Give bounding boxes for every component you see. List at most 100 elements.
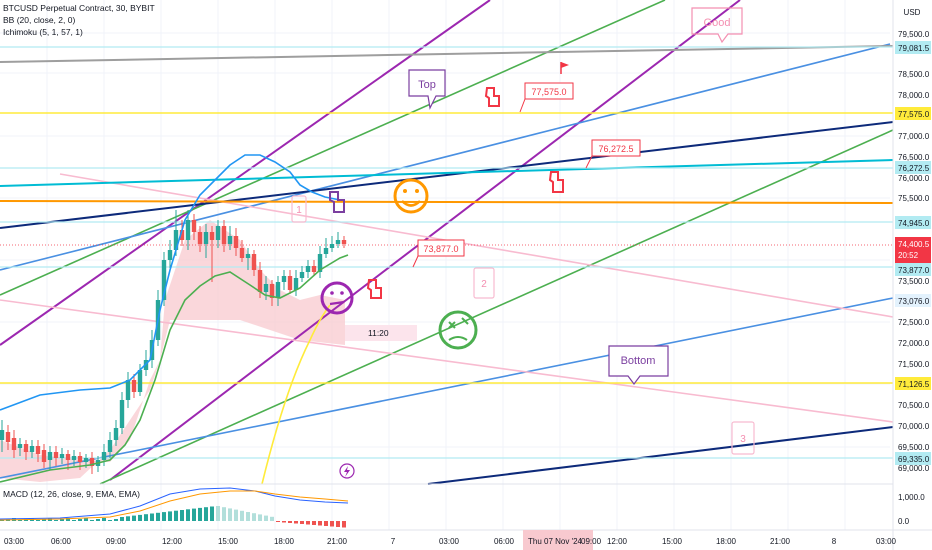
candle [17, 438, 23, 456]
price-note-73877[interactable]: 73,877.0 [412, 239, 465, 268]
price-axis[interactable]: USD 79,500.0 78,500.0 78,000.0 77,000.0 76,5… [892, 0, 932, 550]
macd-bar [276, 521, 280, 522]
price-tick: 70,000.0 [898, 422, 930, 431]
number-note-3[interactable]: 3 [731, 421, 755, 455]
macd-bar [228, 508, 232, 521]
lightning-icon[interactable] [339, 463, 355, 479]
navy-line-lower [427, 426, 894, 485]
macd-bar [300, 521, 304, 524]
macd-bar [0, 520, 4, 521]
macd-legend[interactable]: MACD (12, 26, close, 9, EMA, EMA) [3, 489, 140, 499]
purple-channel-upper [0, 0, 491, 346]
callout-good[interactable]: Good [691, 7, 743, 44]
number-note-1[interactable]: 1 [291, 195, 307, 223]
candle [47, 446, 53, 470]
candle [71, 450, 77, 466]
candle [203, 224, 209, 258]
pointing-hand-icon[interactable] [484, 87, 500, 107]
level-77575: 77,575.0 [898, 110, 930, 119]
time-note-1120[interactable]: 11:20 [345, 325, 417, 341]
macd-bar [318, 521, 322, 526]
time-tick: 21:00 [327, 537, 348, 546]
macd-histogram [0, 506, 346, 528]
macd-pane[interactable]: 1,000.0 0.0 [0, 483, 925, 528]
ichimoku-legend[interactable]: Ichimoku (5, 1, 57, 1) [3, 27, 83, 37]
label-77575: 77,575.0 [531, 87, 566, 97]
candle [233, 228, 239, 256]
candle [167, 240, 173, 268]
time-highlight: Thu 07 Nov '24 [528, 537, 583, 546]
candle [107, 432, 113, 458]
price-tick: 78,000.0 [898, 91, 930, 100]
label-num-2: 2 [481, 279, 487, 290]
candle [215, 220, 221, 248]
candle [185, 210, 191, 250]
macd-bar [210, 506, 214, 521]
candle [275, 276, 281, 306]
macd-bar [264, 515, 268, 521]
macd-bar [252, 513, 256, 521]
price-note-76272[interactable]: 76,272.5 [585, 139, 641, 169]
price-tick: 76,000.0 [898, 174, 930, 183]
callout-bottom[interactable]: Bottom [608, 345, 669, 385]
level-79081: 79,081.5 [898, 44, 930, 53]
time-axis[interactable]: 03:00 06:00 09:00 12:00 15:00 18:00 21:00 7 03:0… [0, 529, 932, 550]
symbol-legend[interactable]: BTCUSD Perpetual Contract, 30, BYBIT [3, 3, 155, 13]
candle [113, 420, 119, 446]
candle [251, 250, 257, 276]
candle [35, 440, 41, 462]
macd-bar [186, 509, 190, 521]
pointing-hand-icon-3[interactable] [366, 279, 382, 299]
price-tick: 77,000.0 [898, 132, 930, 141]
time-tick: 15:00 [218, 537, 239, 546]
price-tick: 72,500.0 [898, 318, 930, 327]
time-tick: 18:00 [716, 537, 737, 546]
macd-bar [54, 520, 58, 521]
macd-bar [312, 521, 316, 525]
gray-line [0, 45, 894, 63]
macd-bar [342, 521, 346, 528]
smiley-face-icon[interactable] [393, 178, 429, 214]
candle [41, 444, 47, 468]
macd-bar [270, 516, 274, 521]
macd-bar [180, 510, 184, 521]
price-level-labels: 79,081.5 77,575.0 76,272.5 74,945.0 74,4… [895, 41, 931, 465]
macd-bar [18, 520, 22, 521]
macd-bar [324, 521, 328, 526]
pointing-hand-icon-4[interactable] [329, 191, 345, 213]
macd-bar [126, 516, 130, 521]
flag-icon[interactable] [560, 62, 569, 74]
candle [323, 238, 329, 258]
time-tick: 03:00 [4, 537, 25, 546]
macd-bar [258, 514, 262, 521]
macd-bar [330, 521, 334, 527]
macd-bar [288, 521, 292, 523]
macd-bar [204, 507, 208, 521]
pointing-hand-icon-2[interactable] [548, 171, 564, 193]
time-tick: 09:00 [581, 537, 602, 546]
bb-legend[interactable]: BB (20, close, 2, 0) [3, 15, 76, 25]
macd-bar [156, 512, 160, 521]
label-1120: 11:20 [368, 328, 389, 338]
time-tick: 21:00 [770, 537, 791, 546]
candle [29, 440, 35, 458]
candle [0, 420, 5, 452]
label-num-1: 1 [296, 205, 302, 216]
callout-top[interactable]: Top [408, 69, 446, 110]
candle [101, 444, 107, 466]
price-note-77575[interactable]: 77,575.0 [519, 82, 574, 113]
price-tick: 73,500.0 [898, 277, 930, 286]
pink-line-lower [0, 299, 894, 423]
candle [11, 430, 17, 458]
annotations[interactable]: Good Top Bottom 77,575.0 76,272.5 [291, 7, 755, 479]
macd-bar [174, 510, 178, 521]
price-tick: 70,500.0 [898, 401, 930, 410]
time-tick: 03:00 [876, 537, 897, 546]
label-good: Good [704, 17, 731, 29]
time-tick: 12:00 [162, 537, 183, 546]
time-tick: 06:00 [494, 537, 515, 546]
confused-face-icon[interactable] [320, 281, 354, 315]
number-note-2[interactable]: 2 [473, 267, 495, 299]
dizzy-face-icon[interactable] [438, 310, 478, 350]
